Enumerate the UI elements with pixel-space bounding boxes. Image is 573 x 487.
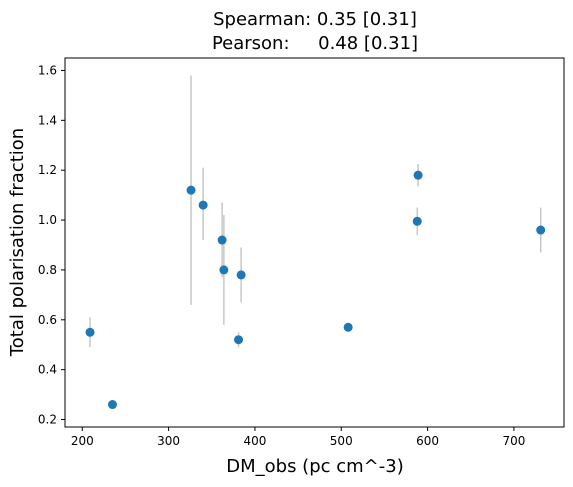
x-tick-label: 400	[243, 434, 266, 448]
y-tick-label: 0.6	[38, 313, 57, 327]
x-tick-label: 200	[71, 434, 94, 448]
data-point	[234, 335, 244, 345]
chart-title-line-2: Pearson: 0.48 [0.31]	[212, 33, 418, 54]
data-point	[85, 327, 95, 337]
y-tick-label: 1.6	[38, 63, 57, 77]
x-tick-label: 500	[330, 434, 353, 448]
data-point	[343, 322, 353, 332]
data-point	[198, 200, 208, 210]
data-point	[217, 235, 227, 245]
x-tick-label: 600	[416, 434, 439, 448]
errorbar-layer	[89, 75, 542, 348]
x-tick-label: 300	[157, 434, 180, 448]
y-axis-ticks: 0.2 0.4 0.6 0.8 1.0 1.2 1.4 1.6	[38, 63, 65, 427]
data-point	[219, 265, 229, 275]
y-axis-label: Total polarisation fraction	[7, 128, 28, 357]
data-point	[236, 270, 246, 280]
y-tick-label: 0.8	[38, 263, 57, 277]
y-tick-label: 1.0	[38, 213, 57, 227]
y-tick-label: 0.4	[38, 363, 57, 377]
data-point	[413, 170, 423, 180]
data-point	[107, 400, 117, 410]
y-tick-label: 0.2	[38, 413, 57, 427]
points-layer	[85, 170, 546, 410]
y-tick-label: 1.2	[38, 163, 57, 177]
x-axis-label: DM_obs (pc cm^-3)	[226, 456, 403, 477]
x-axis-ticks: 200 300 400 500 600 700	[71, 427, 525, 448]
chart-title-line-1: Spearman: 0.35 [0.31]	[213, 9, 417, 30]
plot-frame	[64, 57, 565, 428]
y-tick-label: 1.4	[38, 113, 57, 127]
data-point	[536, 225, 546, 235]
data-point	[412, 216, 422, 226]
x-tick-label: 700	[502, 434, 525, 448]
data-point	[186, 185, 196, 195]
